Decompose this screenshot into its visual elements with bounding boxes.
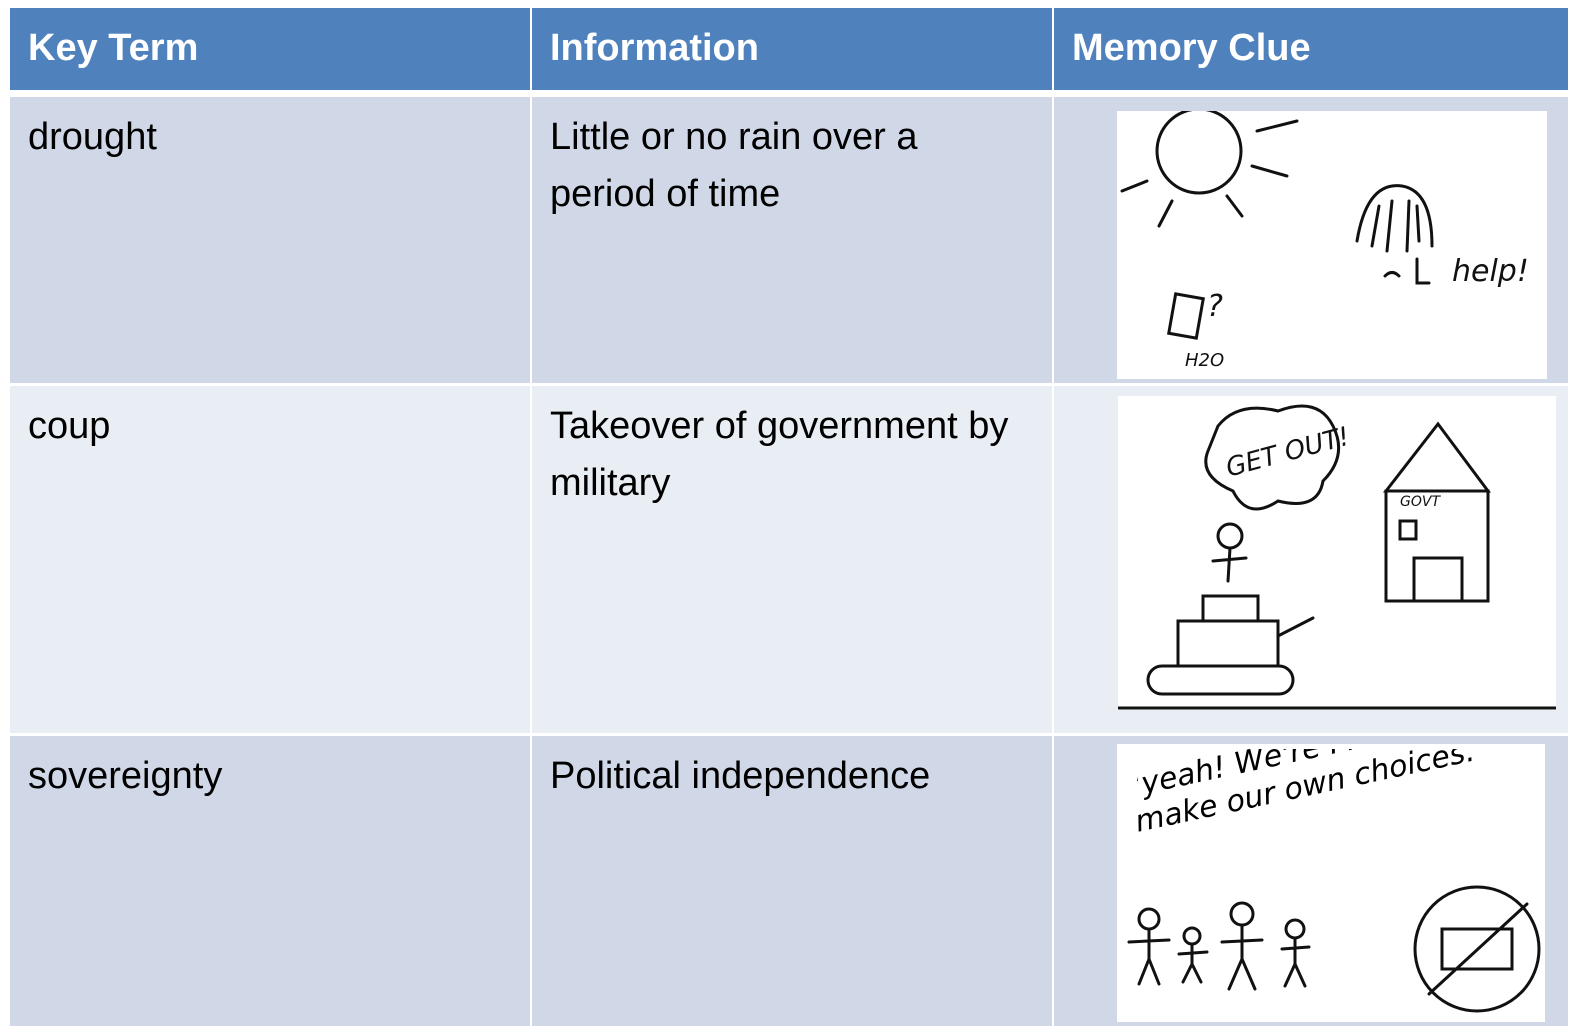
- face: [1383, 257, 1431, 285]
- drawing-text: help!: [1452, 254, 1529, 289]
- info-cell: Little or no rain over a period of time: [532, 97, 1052, 383]
- drawing-svg: help! ? H2O: [1120, 107, 1529, 371]
- head: [1284, 918, 1306, 940]
- drawing: GET OUT! GOVT: [1116, 396, 1558, 710]
- drawing-text-box: "yeah! We're FREE to make our own choice…: [1137, 749, 1492, 840]
- hair: [1355, 184, 1434, 248]
- body: [1127, 927, 1171, 986]
- cup: [1167, 292, 1205, 340]
- window: [1398, 519, 1418, 541]
- term-cell: drought: [10, 97, 530, 383]
- hair: [1370, 199, 1421, 253]
- header-cell: Key Term: [10, 8, 530, 90]
- slash: [1427, 902, 1529, 996]
- term-cell: coup: [10, 386, 530, 733]
- head: [1137, 907, 1161, 931]
- turret: [1201, 594, 1260, 623]
- head: [1229, 901, 1255, 927]
- drawing-text: GOVT: [1400, 494, 1441, 510]
- drawing-text: GET OUT!: [1223, 422, 1353, 484]
- info-cell: Political independence: [532, 736, 1052, 1026]
- no-sign: [1413, 885, 1541, 1013]
- ray: [1157, 199, 1174, 228]
- drawing-svg: GET OUT! GOVT: [1116, 404, 1558, 710]
- tracks: [1146, 664, 1295, 696]
- body: [1177, 942, 1209, 984]
- term-cell: sovereignty: [10, 736, 530, 1026]
- drawing-text: H2O: [1185, 350, 1224, 371]
- ray: [1120, 179, 1149, 193]
- drawing: "yeah! We're FREE to make our own choice…: [1117, 744, 1545, 1022]
- sun: [1155, 107, 1243, 195]
- ray: [1255, 119, 1299, 133]
- speech-cloud: [1204, 404, 1341, 511]
- ray: [1250, 164, 1289, 178]
- drawing: help! ? H2O: [1117, 107, 1547, 379]
- roof: [1382, 421, 1491, 493]
- drawing-text: ?: [1207, 289, 1223, 324]
- tank-body: [1176, 619, 1280, 668]
- drawing-svg: "yeah! We're FREE to make our own choice…: [1127, 749, 1541, 1013]
- drawing-text: "yeah! We're FREE to make our own choice…: [1137, 749, 1492, 840]
- crown: [1440, 927, 1514, 971]
- info-cell: Takeover of government by military: [532, 386, 1052, 733]
- cannon: [1276, 616, 1315, 638]
- body: [1211, 546, 1248, 583]
- door: [1412, 556, 1464, 603]
- header-cell: Memory Clue: [1054, 8, 1568, 90]
- body: [1280, 936, 1311, 988]
- ray: [1225, 194, 1244, 218]
- header-cell: Information: [532, 8, 1052, 90]
- head: [1216, 522, 1244, 550]
- head: [1182, 926, 1202, 946]
- body: [1220, 923, 1264, 991]
